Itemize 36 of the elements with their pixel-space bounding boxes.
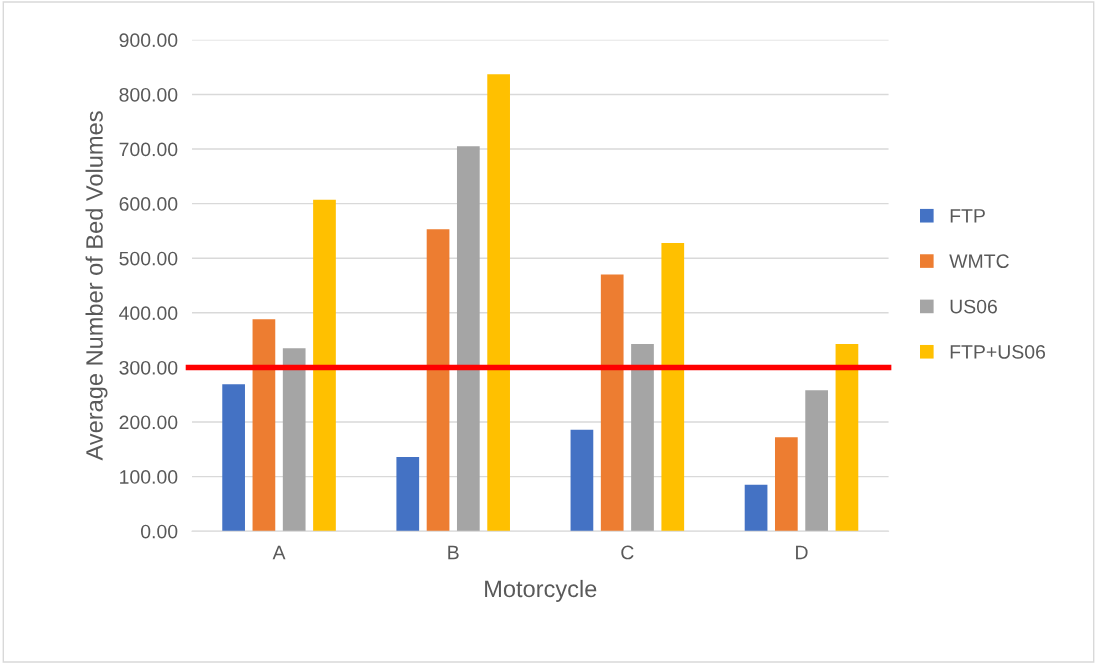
y-tick-label: 800.00 xyxy=(119,87,178,102)
bar xyxy=(487,74,510,532)
bar xyxy=(805,390,828,532)
bar xyxy=(835,343,859,532)
bar xyxy=(631,343,654,532)
bar xyxy=(282,348,306,532)
legend-label: FTP+US06 xyxy=(950,344,1046,359)
y-tick-label: 500.00 xyxy=(119,251,178,266)
x-axis-title: Motorcycle xyxy=(485,579,597,602)
y-tick-label: 300.00 xyxy=(119,360,178,375)
legend-label: FTP xyxy=(950,209,985,223)
bar xyxy=(600,274,624,532)
x-tick-label: B xyxy=(448,545,459,560)
bar xyxy=(426,229,450,532)
bar xyxy=(774,437,798,532)
bar xyxy=(252,319,276,532)
y-axis-title: Average Number of Bed Volumes xyxy=(85,111,108,461)
y-tick-label: 900.00 xyxy=(119,33,178,48)
bar xyxy=(396,456,420,532)
y-tick-label: 400.00 xyxy=(119,306,178,321)
y-tick-label: 700.00 xyxy=(119,142,178,157)
y-tick-label: 600.00 xyxy=(119,197,178,211)
x-tick-label: A xyxy=(272,545,286,560)
bar xyxy=(570,429,594,532)
y-tick-label: 0.00 xyxy=(141,524,178,539)
y-tick-label: 200.00 xyxy=(119,415,178,430)
bar xyxy=(456,146,480,532)
legend-label: US06 xyxy=(950,299,997,314)
x-tick-label: D xyxy=(796,545,808,560)
bar xyxy=(661,242,685,532)
bar xyxy=(744,484,768,532)
y-tick-label: 100.00 xyxy=(120,470,178,484)
bar xyxy=(313,199,336,532)
x-tick-label: C xyxy=(621,545,634,560)
legend-label: WMTC xyxy=(949,254,1009,269)
bar xyxy=(222,384,245,532)
